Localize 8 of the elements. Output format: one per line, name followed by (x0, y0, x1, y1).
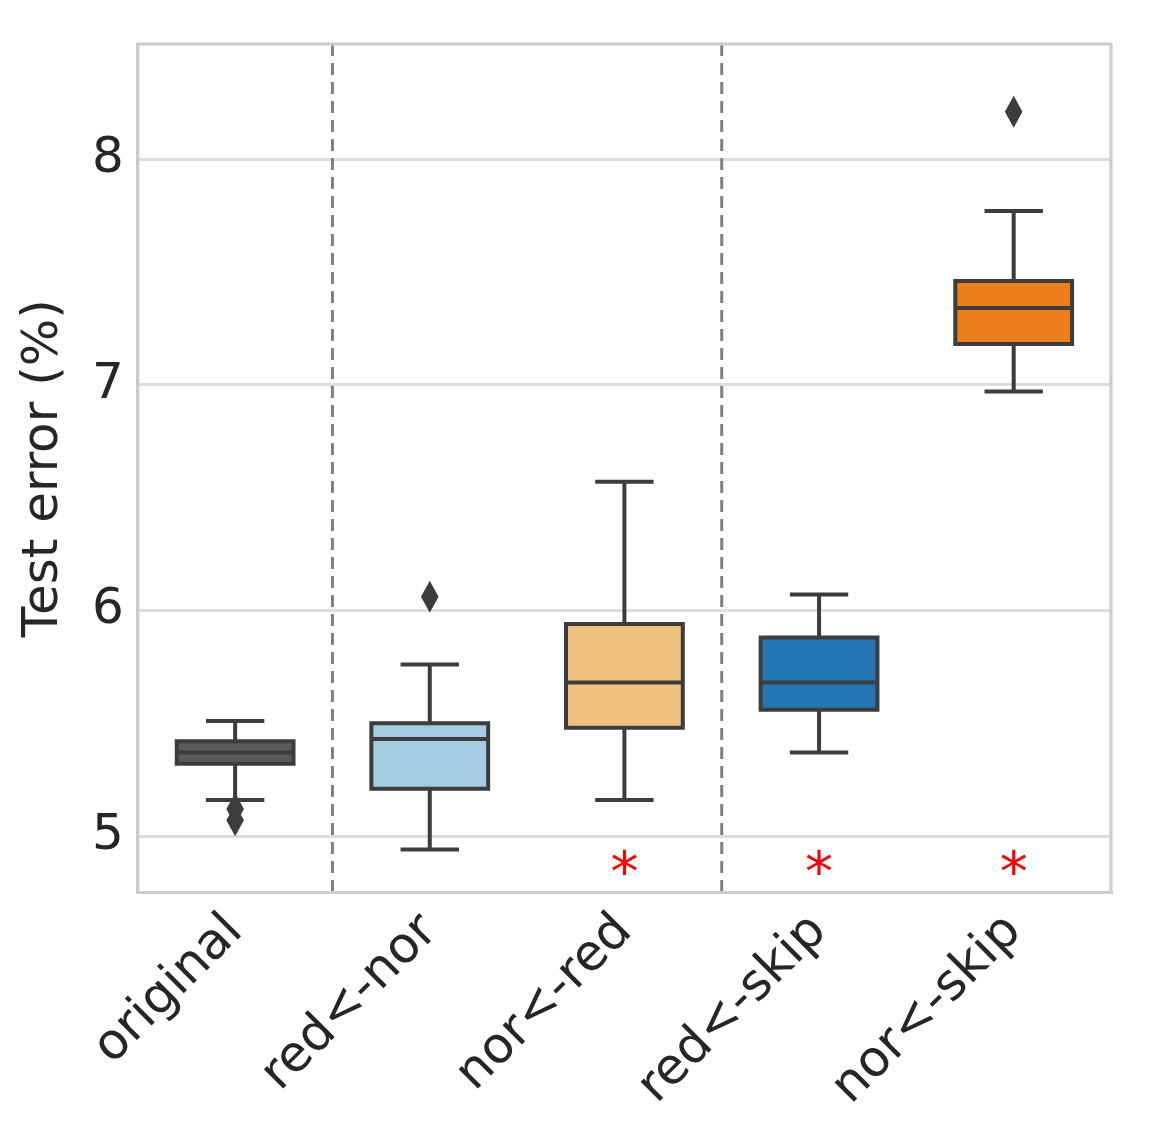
y-tick-label: 8 (92, 126, 124, 185)
annotation: * (999, 839, 1028, 904)
y-tick-label: 5 (92, 803, 124, 862)
y-tick-label: 6 (92, 577, 124, 636)
y-tick-label: 7 (92, 351, 124, 410)
annotation: * (805, 839, 834, 904)
y-axis-title: Test error (%) (10, 299, 69, 639)
annotation: * (610, 839, 639, 904)
